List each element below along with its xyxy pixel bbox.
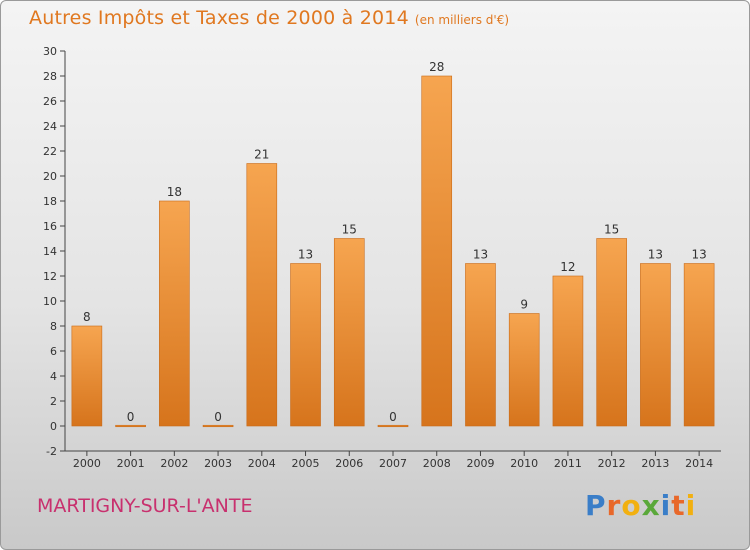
data-label-2006: 15 [342, 223, 357, 237]
x-tick-label: 2006 [335, 457, 363, 470]
bar-2004 [246, 163, 278, 427]
bar-2014 [683, 263, 715, 427]
bar-2002 [159, 200, 190, 427]
data-label-2011: 12 [560, 260, 575, 274]
y-tick-label: 0 [50, 420, 57, 433]
x-tick-label: 2000 [73, 457, 101, 470]
data-label-2009: 13 [473, 248, 488, 262]
y-tick-label: 24 [43, 120, 57, 133]
x-tick-label: 2001 [117, 457, 145, 470]
y-tick-label: 20 [43, 170, 57, 183]
y-tick-label: 10 [43, 295, 57, 308]
data-label-2002: 18 [167, 185, 182, 199]
logo-letter: o [621, 489, 642, 522]
bar-2001 [115, 424, 146, 428]
bar-2010 [508, 313, 540, 427]
bar-2011 [552, 275, 584, 427]
chart-title-text: Autres Impôts et Taxes de 2000 à 2014 [29, 7, 409, 29]
y-tick-label: 26 [43, 95, 57, 108]
bar-2008 [421, 75, 453, 427]
bar-2003 [202, 424, 234, 428]
chart-title: Autres Impôts et Taxes de 2000 à 2014 (en… [29, 7, 509, 29]
data-label-2014: 13 [691, 248, 706, 262]
y-tick-label: 12 [43, 270, 57, 283]
x-tick-label: 2004 [248, 457, 276, 470]
x-tick-label: 2014 [685, 457, 713, 470]
bar-2005 [290, 263, 321, 427]
unit-note: (en milliers d'€) [414, 13, 510, 27]
logo-letter: i [685, 489, 697, 522]
data-label-2004: 21 [254, 148, 269, 162]
y-tick-label: 2 [50, 395, 57, 408]
bar-2007 [377, 424, 409, 428]
x-tick-label: 2008 [423, 457, 451, 470]
data-label-2013: 13 [648, 248, 663, 262]
x-tick-label: 2010 [510, 457, 538, 470]
y-tick-label: 4 [50, 370, 57, 383]
logo-letter: P [585, 489, 607, 522]
y-tick-label: 6 [50, 345, 57, 358]
logo-letter: t [671, 489, 686, 522]
logo-letter: i [660, 489, 672, 522]
y-tick-label: 30 [43, 45, 57, 58]
y-tick-label: 28 [43, 70, 57, 83]
bars [71, 75, 715, 428]
x-tick-label: 2007 [379, 457, 407, 470]
x-tick-label: 2002 [160, 457, 188, 470]
bar-2006 [333, 238, 365, 427]
data-label-2010: 9 [520, 298, 528, 312]
data-label-2003: 0 [214, 410, 222, 424]
proxiti-logo: Proxiti [585, 489, 696, 522]
data-label-2012: 15 [604, 223, 619, 237]
logo-letter: x [641, 489, 661, 522]
x-tick-label: 2003 [204, 457, 232, 470]
y-tick-label: 18 [43, 195, 57, 208]
data-label-2008: 28 [429, 60, 444, 74]
logo-letter: r [606, 489, 622, 522]
bar-2012 [596, 238, 627, 427]
x-tick-label: 2013 [641, 457, 669, 470]
bar-2000 [71, 325, 103, 427]
data-label-2000: 8 [83, 310, 91, 324]
commune-name: MARTIGNY-SUR-L'ANTE [37, 495, 253, 517]
x-tick-label: 2012 [598, 457, 626, 470]
bar-2009 [465, 263, 496, 427]
y-tick-label: -2 [46, 445, 57, 458]
y-tick-label: 8 [50, 320, 57, 333]
bar-2013 [640, 263, 671, 427]
y-tick-label: 16 [43, 220, 57, 233]
x-tick-label: 2009 [466, 457, 494, 470]
data-label-2007: 0 [389, 410, 397, 424]
y-tick-label: 14 [43, 245, 57, 258]
data-label-2001: 0 [127, 410, 135, 424]
data-labels: 8 0 18 0 21 13 15 0 28 13 9 12 15 13 13 [83, 60, 707, 424]
data-label-2005: 13 [298, 248, 313, 262]
x-tick-label: 2011 [554, 457, 582, 470]
y-tick-label: 22 [43, 145, 57, 158]
x-tick-label: 2005 [292, 457, 320, 470]
